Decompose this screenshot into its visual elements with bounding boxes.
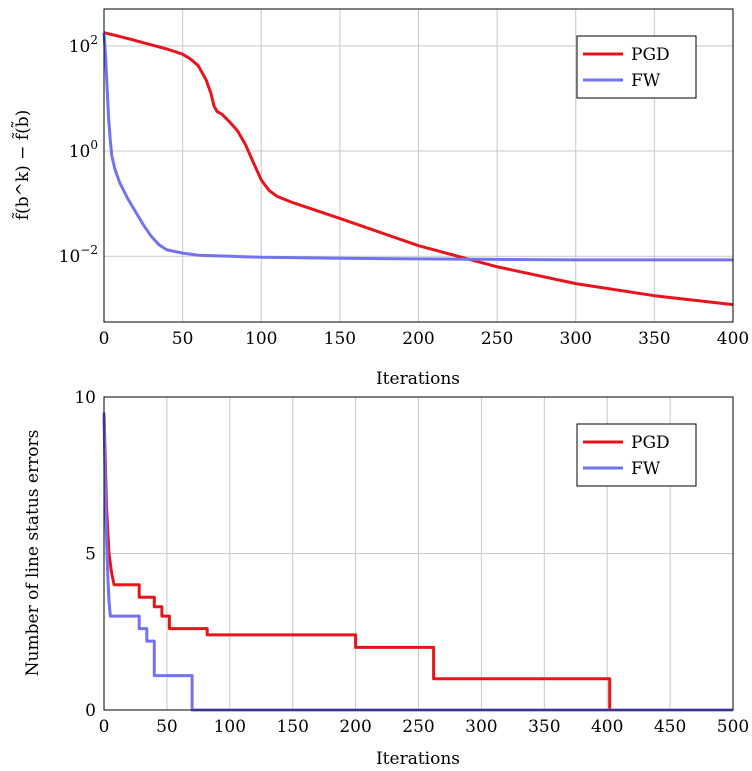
legend-box — [576, 423, 697, 487]
series-line-pgd — [103, 31, 734, 307]
legend: PGD FW — [576, 35, 697, 99]
convergence-chart: 0 50 100 150 200 250 300 350 400 102 100 10−2 Itera… — [11, 8, 749, 389]
y-tick-label: 10−2 — [59, 243, 98, 267]
legend: PGD FW — [576, 423, 697, 487]
y-tick-label: 10 — [74, 388, 96, 408]
series-line-fw — [102, 412, 733, 712]
x-axis-label: Iterations — [376, 369, 460, 389]
x-tick-label: 300 — [465, 717, 497, 737]
x-tick-label: 300 — [560, 329, 592, 349]
x-tick-label: 200 — [402, 329, 434, 349]
series-line-fw — [102, 32, 733, 262]
legend-box — [576, 35, 697, 99]
y-tick-label: 102 — [69, 33, 98, 57]
x-tick-label: 100 — [245, 329, 277, 349]
x-tick-label: 150 — [324, 329, 356, 349]
plot-frame — [103, 396, 734, 711]
y-axis-label: Number of line status errors — [23, 430, 43, 677]
y-tick-label: 5 — [85, 545, 96, 565]
x-tick-label: 250 — [481, 329, 513, 349]
x-tick-label: 350 — [528, 717, 560, 737]
x-tick-label: 0 — [99, 329, 110, 349]
x-tick-label: 400 — [591, 717, 623, 737]
x-tick-label: 0 — [99, 717, 110, 737]
series-line-pgd — [102, 412, 733, 712]
x-axis-label: Iterations — [376, 749, 460, 769]
legend-label-fw: FW — [631, 459, 661, 479]
line-status-errors-chart: 0 50 100 150 200 250 300 350 400 450 500 0 5 10 Itera… — [23, 388, 749, 769]
x-tick-label: 500 — [717, 717, 749, 737]
legend-label-pgd: PGD — [631, 433, 670, 453]
x-tick-label: 50 — [172, 329, 194, 349]
y-tick-label: 0 — [85, 701, 96, 721]
legend-label-fw: FW — [631, 71, 661, 91]
x-tick-label: 150 — [276, 717, 308, 737]
x-tick-label: 50 — [156, 717, 178, 737]
x-tick-label: 200 — [339, 717, 371, 737]
x-tick-label: 400 — [717, 329, 749, 349]
plot-frame — [103, 8, 734, 323]
x-tick-label: 250 — [402, 717, 434, 737]
y-tick-label: 100 — [69, 138, 98, 162]
x-tick-label: 100 — [214, 717, 246, 737]
y-axis-label: f̃(b^k) − f̃(b̃) — [11, 110, 33, 220]
x-tick-label: 450 — [654, 717, 686, 737]
legend-label-pgd: PGD — [631, 45, 670, 65]
x-tick-label: 350 — [638, 329, 670, 349]
